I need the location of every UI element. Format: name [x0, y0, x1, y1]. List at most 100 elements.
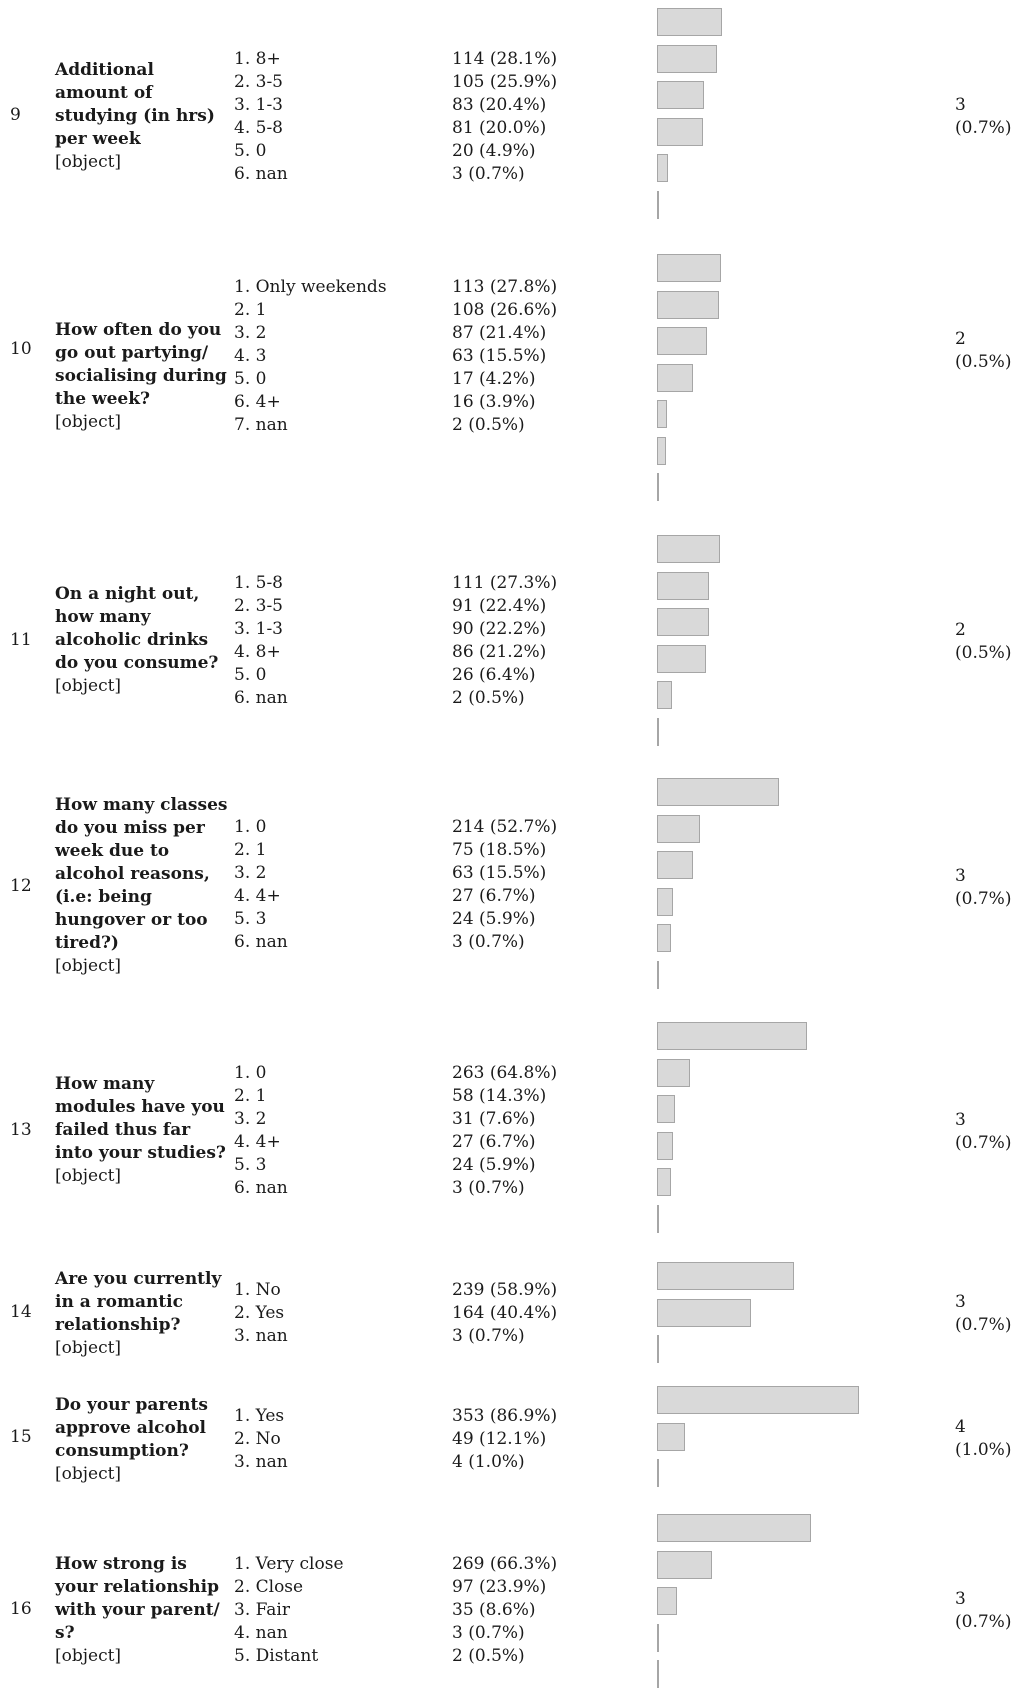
- category-label: 6. nan: [234, 688, 288, 708]
- category-label: 1. Very close: [234, 1554, 344, 1574]
- frequency-value: 108 (26.6%): [452, 300, 558, 320]
- variable-question: On a night out, how many alcoholic drink…: [55, 584, 219, 673]
- frequency-value: 239 (58.9%): [452, 1280, 558, 1300]
- frequency-value: 3 (0.7%): [452, 1178, 525, 1198]
- category-label: 6. nan: [234, 164, 288, 184]
- category-label: 2. 1: [234, 300, 267, 320]
- category-label: 2. 3-5: [234, 72, 283, 92]
- category-label: 2. 1: [234, 1086, 267, 1106]
- missing-values: 3 (0.7%): [955, 1109, 1015, 1155]
- missing-values: 3 (0.7%): [955, 1588, 1015, 1634]
- variable-name: Additional amount of studying (in hrs) p…: [55, 59, 230, 174]
- frequency-bar: [657, 1204, 659, 1233]
- frequency-value: 3 (0.7%): [452, 164, 525, 184]
- frequency-value: 35 (8.6%): [452, 1600, 536, 1620]
- frequency-value: 24 (5.9%): [452, 1155, 536, 1175]
- frequency-bar: [657, 290, 719, 319]
- category-label: 3. 1-3: [234, 95, 283, 115]
- frequency-list: 353 (86.9%) 49 (12.1%) 4 (1.0%): [452, 1405, 652, 1474]
- frequency-bar: [657, 1022, 808, 1050]
- frequency-bar: [657, 1660, 659, 1688]
- category-label: 3. nan: [234, 1326, 288, 1346]
- frequency-value: 2 (0.5%): [452, 415, 525, 435]
- frequency-bar: [657, 1386, 859, 1414]
- frequency-value: 31 (7.6%): [452, 1109, 536, 1129]
- frequency-bar: [657, 254, 722, 282]
- frequency-bar: [657, 363, 693, 392]
- frequency-bar: [657, 1514, 811, 1542]
- frequency-bar: [657, 327, 707, 355]
- missing-percent: (0.7%): [955, 1612, 1012, 1632]
- missing-percent: (0.7%): [955, 118, 1012, 138]
- category-label: 4. 4+: [234, 1132, 281, 1152]
- frequency-list: 239 (58.9%) 164 (40.4%) 3 (0.7%): [452, 1279, 652, 1348]
- frequency-bar: [657, 154, 669, 182]
- frequency-bar: [657, 8, 723, 36]
- frequency-value: 105 (25.9%): [452, 72, 558, 92]
- missing-count: 3: [955, 1589, 966, 1609]
- category-label: 5. Distant: [234, 1646, 319, 1666]
- frequency-value: 3 (0.7%): [452, 1326, 525, 1346]
- frequency-bar: [657, 117, 704, 146]
- variable-question: How many classes do you miss per week du…: [55, 795, 228, 953]
- category-label: 3. 2: [234, 1109, 267, 1129]
- variable-question: Additional amount of studying (in hrs) p…: [55, 60, 215, 149]
- row-number: 11: [10, 630, 32, 650]
- frequency-value: 2 (0.5%): [452, 1646, 525, 1666]
- frequency-bar: [657, 1298, 751, 1327]
- frequency-value: 26 (6.4%): [452, 665, 536, 685]
- frequency-value: 164 (40.4%): [452, 1303, 558, 1323]
- frequency-value: 87 (21.4%): [452, 323, 547, 343]
- frequency-value: 17 (4.2%): [452, 369, 536, 389]
- row-number: 16: [10, 1599, 32, 1619]
- frequency-bar: [657, 1058, 691, 1087]
- row-number: 15: [10, 1427, 32, 1447]
- category-label: 4. 4+: [234, 886, 281, 906]
- frequency-value: 214 (52.7%): [452, 817, 558, 837]
- frequency-value: 63 (15.5%): [452, 863, 547, 883]
- variable-type: [object]: [55, 412, 122, 432]
- variable-type: [object]: [55, 1464, 122, 1484]
- category-label: 3. 2: [234, 323, 267, 343]
- row-number: 9: [10, 105, 21, 125]
- row-number: 12: [10, 876, 32, 896]
- frequency-bar: [657, 81, 705, 109]
- category-list: 1. 8+ 2. 3-5 3. 1-3 4. 5-8 5. 0 6. nan: [234, 48, 434, 186]
- missing-count: 3: [955, 1292, 966, 1312]
- missing-percent: (0.7%): [955, 1315, 1012, 1335]
- frequency-value: 86 (21.2%): [452, 642, 547, 662]
- variable-question: Are you currently in a romantic relation…: [55, 1269, 222, 1335]
- frequency-bar: [657, 473, 659, 501]
- frequency-bar: [657, 1131, 673, 1160]
- category-label: 6. 4+: [234, 392, 281, 412]
- missing-values: 3 (0.7%): [955, 865, 1015, 911]
- frequency-list: 114 (28.1%) 105 (25.9%) 83 (20.4%) 81 (20.0…: [452, 48, 652, 186]
- category-label: 1. 5-8: [234, 573, 283, 593]
- category-list: 1. Very close 2. Close 3. Fair 4. nan 5. Dis…: [234, 1553, 434, 1668]
- frequency-bar: [657, 851, 693, 879]
- category-label: 4. 3: [234, 346, 267, 366]
- variable-question: How strong is your relationship with you…: [55, 1554, 220, 1643]
- variable-name: How strong is your relationship with you…: [55, 1553, 230, 1668]
- frequency-value: 90 (22.2%): [452, 619, 547, 639]
- frequency-bar: [657, 644, 707, 673]
- frequency-list: 269 (66.3%) 97 (23.9%) 35 (8.6%) 3 (0.7%) 2 …: [452, 1553, 652, 1668]
- category-label: 5. 3: [234, 1155, 267, 1175]
- missing-percent: (0.5%): [955, 643, 1012, 663]
- frequency-value: 91 (22.4%): [452, 596, 547, 616]
- category-label: 1. Yes: [234, 1406, 285, 1426]
- frequency-bar: [657, 44, 718, 73]
- frequency-list: 214 (52.7%) 75 (18.5%) 63 (15.5%) 27 (6.7%)…: [452, 816, 652, 954]
- frequency-value: 81 (20.0%): [452, 118, 547, 138]
- frequency-value: 3 (0.7%): [452, 932, 525, 952]
- frequency-value: 63 (15.5%): [452, 346, 547, 366]
- category-label: 4. nan: [234, 1623, 288, 1643]
- frequency-bar: [657, 436, 667, 465]
- missing-count: 3: [955, 1110, 966, 1130]
- frequency-bar: [657, 1335, 659, 1363]
- missing-values: 3 (0.7%): [955, 94, 1015, 140]
- variable-name: Are you currently in a romantic relation…: [55, 1268, 230, 1360]
- frequency-bar: [657, 1262, 794, 1290]
- variable-question: How often do you go out partying/ social…: [55, 320, 227, 409]
- frequency-bar: [657, 1422, 686, 1451]
